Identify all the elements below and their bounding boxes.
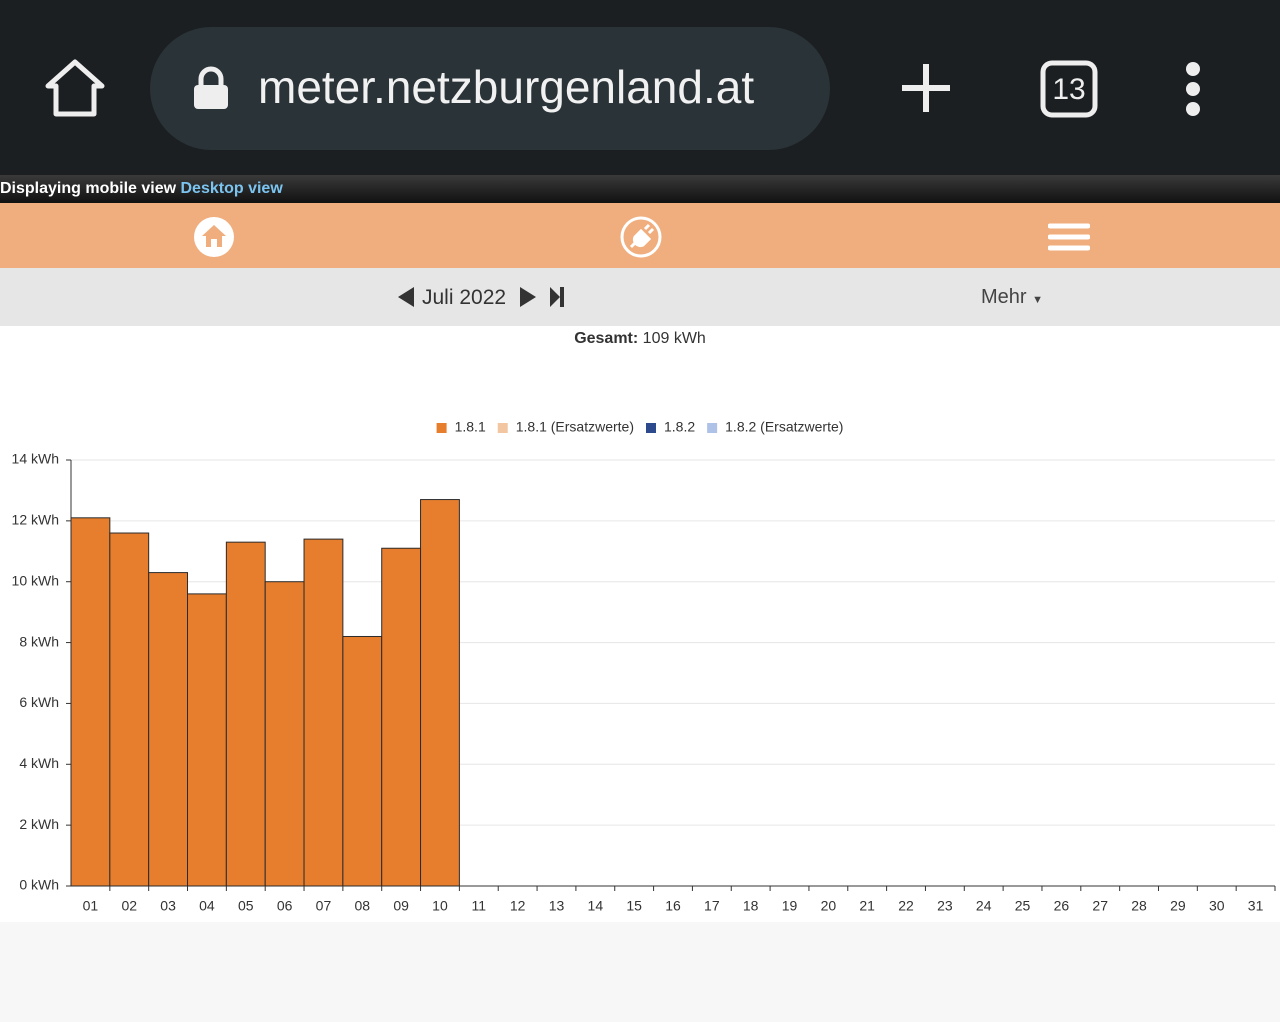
x-tick-label: 10 — [432, 898, 448, 914]
x-tick-label: 15 — [626, 898, 642, 914]
x-tick-label: 13 — [549, 898, 565, 914]
x-tick-label: 01 — [83, 898, 99, 914]
bar — [381, 547, 422, 887]
bar — [264, 581, 305, 887]
bar — [70, 517, 111, 887]
y-tick-label: 6 kWh — [19, 694, 59, 710]
x-tick-label: 21 — [859, 898, 875, 914]
bar — [303, 538, 344, 887]
y-tick-label: 4 kWh — [19, 755, 59, 771]
y-tick-label: 8 kWh — [19, 633, 59, 649]
x-tick-label: 23 — [937, 898, 953, 914]
home-nav[interactable] — [192, 215, 236, 259]
legend-swatch — [646, 423, 656, 433]
x-tick-label: 20 — [821, 898, 837, 914]
view-banner: Displaying mobile view Desktop view — [0, 175, 1280, 203]
legend-swatch — [707, 423, 718, 433]
y-tick-label: 14 kWh — [12, 451, 59, 467]
nav-bar — [0, 203, 1280, 268]
prev-button[interactable] — [396, 286, 416, 308]
x-tick-label: 04 — [199, 898, 215, 914]
x-tick-label: 31 — [1248, 898, 1264, 914]
legend-swatch — [436, 423, 447, 433]
y-tick-label: 0 kWh — [19, 877, 59, 893]
next-button[interactable] — [518, 286, 538, 308]
bar — [148, 572, 189, 887]
y-tick-label: 12 kWh — [12, 512, 59, 528]
x-tick-label: 12 — [510, 898, 526, 914]
x-tick-label: 28 — [1131, 898, 1147, 914]
home-button[interactable] — [44, 58, 106, 118]
legend-swatch — [497, 423, 508, 433]
chart: Gesamt: 109 kWh 0 kWh 2 kWh 4 kWh 6 kWh 8 kW… — [0, 326, 1280, 922]
bar — [342, 635, 383, 887]
legend-label: 1.8.1 — [455, 419, 486, 435]
tabs-button[interactable]: 13 — [1040, 60, 1098, 118]
tab-count: 13 — [1052, 73, 1085, 106]
x-tick-label: 22 — [898, 898, 914, 914]
y-tick-label: 10 kWh — [12, 572, 59, 588]
more-dropdown[interactable]: Mehr ▼ — [981, 286, 1044, 308]
x-tick-label: 24 — [976, 898, 992, 914]
plug-nav[interactable] — [619, 215, 663, 259]
new-tab-button[interactable] — [900, 62, 952, 114]
banner-text: Displaying mobile view — [0, 180, 177, 197]
hamburger-nav[interactable] — [1048, 222, 1090, 252]
url[interactable]: meter.netzburgenland.at — [258, 61, 755, 113]
legend-label: 1.8.2 (Ersatzwerte) — [725, 419, 843, 435]
x-tick-label: 09 — [393, 898, 409, 914]
summary-label: Gesamt: — [574, 330, 638, 347]
y-tick-label: 2 kWh — [19, 816, 59, 832]
x-tick-label: 16 — [665, 898, 681, 914]
legend-label: 1.8.2 — [664, 419, 695, 435]
bar — [420, 499, 460, 887]
x-tick-label: 26 — [1054, 898, 1070, 914]
x-tick-label: 29 — [1170, 898, 1186, 914]
x-tick-label: 07 — [316, 898, 332, 914]
x-tick-label: 08 — [355, 898, 371, 914]
browser-bar: meter.netzburgenland.at 13 — [0, 0, 1280, 175]
period-bar: Juli 2022 Mehr ▼ — [0, 268, 1280, 326]
desktop-view-link[interactable]: Desktop view — [180, 180, 283, 197]
bar — [109, 532, 150, 887]
period-label: Juli 2022 — [422, 286, 507, 309]
x-tick-label: 27 — [1092, 898, 1108, 914]
bar — [225, 541, 266, 887]
x-tick-label: 03 — [160, 898, 176, 914]
last-button[interactable] — [548, 285, 566, 309]
x-tick-label: 30 — [1209, 898, 1225, 914]
x-tick-label: 18 — [743, 898, 759, 914]
summary: Gesamt: 109 kWh — [574, 330, 706, 347]
menu-button[interactable] — [1180, 62, 1206, 116]
x-tick-label: 06 — [277, 898, 293, 914]
lock-icon — [194, 66, 228, 109]
address-bar[interactable] — [150, 27, 830, 150]
x-tick-label: 14 — [588, 898, 604, 914]
x-tick-label: 19 — [782, 898, 798, 914]
x-tick-label: 17 — [704, 898, 720, 914]
summary-value: 109 kWh — [643, 330, 706, 347]
x-tick-label: 05 — [238, 898, 254, 914]
x-tick-label: 11 — [472, 898, 487, 914]
legend-label: 1.8.1 (Ersatzwerte) — [516, 419, 634, 435]
x-tick-label: 02 — [121, 898, 137, 914]
more-label[interactable]: Mehr — [981, 286, 1027, 308]
x-tick-label: 25 — [1015, 898, 1031, 914]
bar — [187, 593, 227, 887]
